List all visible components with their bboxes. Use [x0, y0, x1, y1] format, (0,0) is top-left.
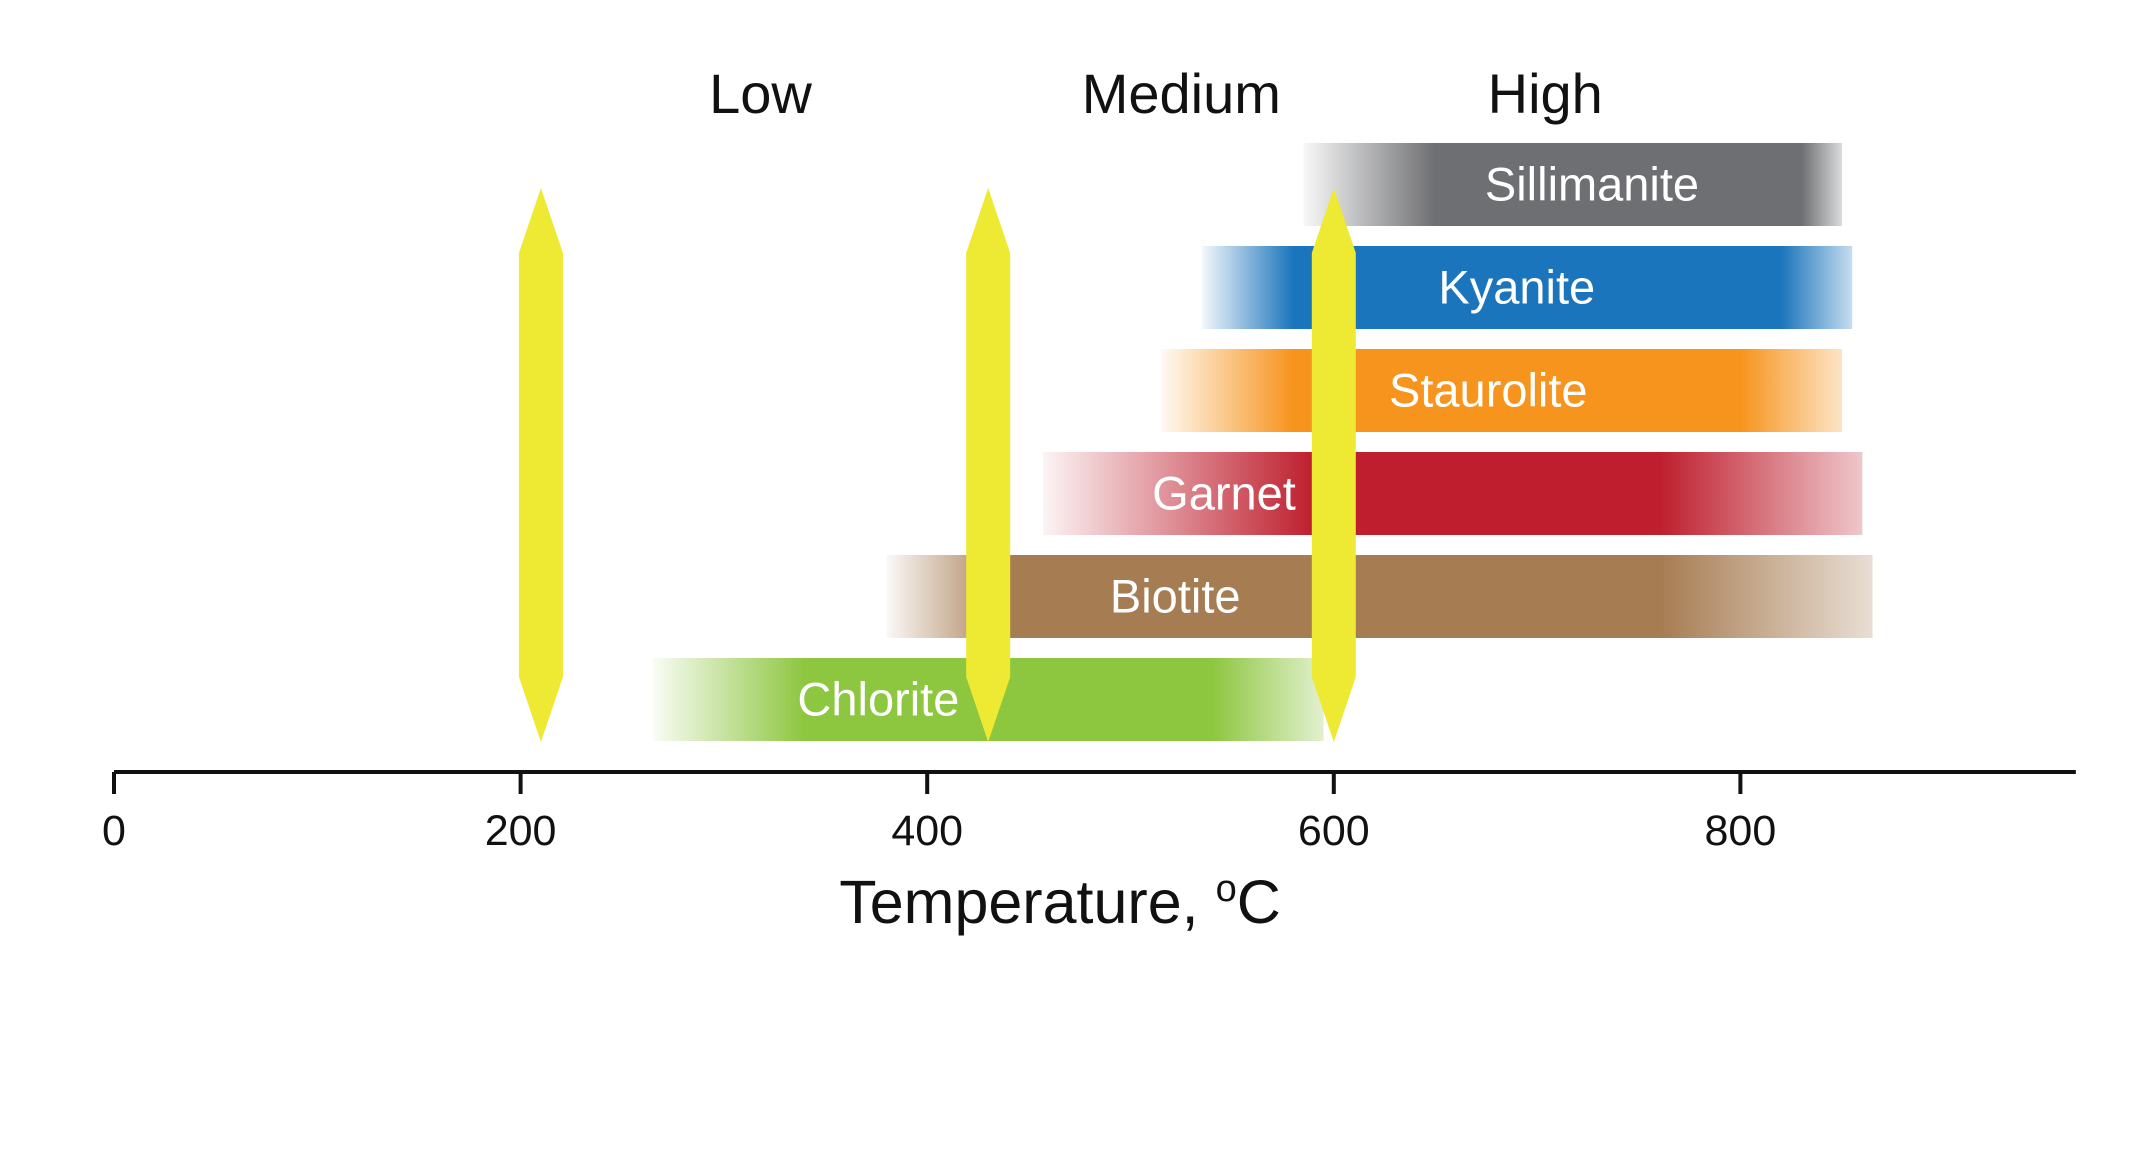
- biotite-label: Biotite: [1110, 570, 1241, 623]
- x-tick-label-400: 400: [891, 807, 963, 855]
- sillimanite-band: [1303, 143, 1843, 226]
- grade-labels: Low Medium High: [709, 62, 1603, 125]
- garnet-band: [1043, 452, 1863, 535]
- staurolite-band: [1160, 349, 1843, 432]
- grade-boundary-arrow-1: [518, 188, 563, 742]
- sillimanite-label: Sillimanite: [1485, 158, 1699, 211]
- x-axis-title-text: Temperature,: [839, 868, 1215, 936]
- x-tick-label-600: 600: [1298, 807, 1370, 855]
- chlorite-label: Chlorite: [797, 673, 959, 726]
- garnet-label: Garnet: [1152, 467, 1296, 520]
- grade-boundary-arrow-3: [1311, 188, 1356, 742]
- x-tick-label-0: 0: [102, 807, 126, 855]
- x-axis-title: Temperature, oC: [839, 868, 1281, 936]
- grade-boundary-arrows: [518, 188, 1356, 742]
- mineral-bands: Sillimanite Kyanite Staurolite Garnet Biotit…: [652, 143, 1873, 741]
- kyanite-band: [1201, 246, 1853, 329]
- grade-boundary-arrow-2: [966, 188, 1011, 742]
- grade-label-low: Low: [709, 62, 812, 125]
- x-axis: 0 200 400 600 800: [102, 770, 2076, 855]
- x-tick-label-200: 200: [485, 807, 557, 855]
- grade-label-high: High: [1488, 62, 1603, 125]
- biotite-band: [886, 555, 1873, 638]
- x-axis-title-superscript: o: [1216, 868, 1237, 910]
- x-axis-title-unit: C: [1237, 868, 1281, 936]
- grade-label-medium: Medium: [1082, 62, 1281, 125]
- kyanite-label: Kyanite: [1438, 261, 1595, 314]
- x-tick-label-800: 800: [1705, 807, 1777, 855]
- staurolite-label: Staurolite: [1389, 364, 1588, 417]
